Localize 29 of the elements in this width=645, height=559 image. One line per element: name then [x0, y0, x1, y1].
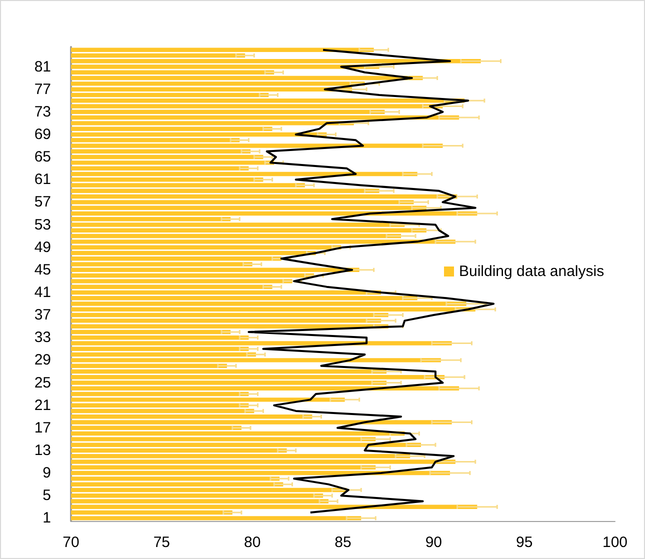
y-tick-label: 81	[34, 58, 51, 76]
x-tick-label: 75	[153, 534, 170, 551]
y-tick-label: 9	[42, 464, 51, 482]
y-tick-label: 41	[34, 284, 51, 301]
y-tick-label: 17	[34, 419, 51, 436]
y-tick-label: 65	[34, 148, 51, 166]
y-tick-label: 45	[34, 261, 51, 278]
y-tick-label: 53	[34, 216, 51, 234]
y-tick-label: 69	[34, 126, 51, 143]
y-tick-label: 61	[34, 171, 51, 188]
y-tick-label: 37	[34, 306, 51, 324]
y-tick-label: 25	[34, 374, 51, 392]
y-tick-label: 5	[42, 487, 51, 504]
x-tick-label: 70	[62, 534, 80, 551]
y-tick-label: 21	[34, 396, 51, 414]
y-tick-label: 1	[42, 510, 51, 527]
y-tick-label: 77	[34, 80, 51, 98]
x-tick-label: 90	[425, 534, 442, 551]
y-tick-label: 73	[34, 103, 51, 120]
y-tick-label: 57	[34, 194, 51, 211]
x-tick-label: 80	[244, 534, 261, 551]
x-tick-label: 85	[334, 534, 352, 551]
x-tick-label: 100	[602, 534, 628, 551]
y-tick-label: 49	[34, 238, 51, 256]
y-tick-label: 29	[34, 352, 51, 369]
legend-label: Building data analysis	[459, 263, 604, 280]
y-tick-label: 13	[34, 442, 51, 459]
x-tick-label: 95	[516, 534, 533, 551]
y-tick-label: 33	[34, 329, 51, 346]
